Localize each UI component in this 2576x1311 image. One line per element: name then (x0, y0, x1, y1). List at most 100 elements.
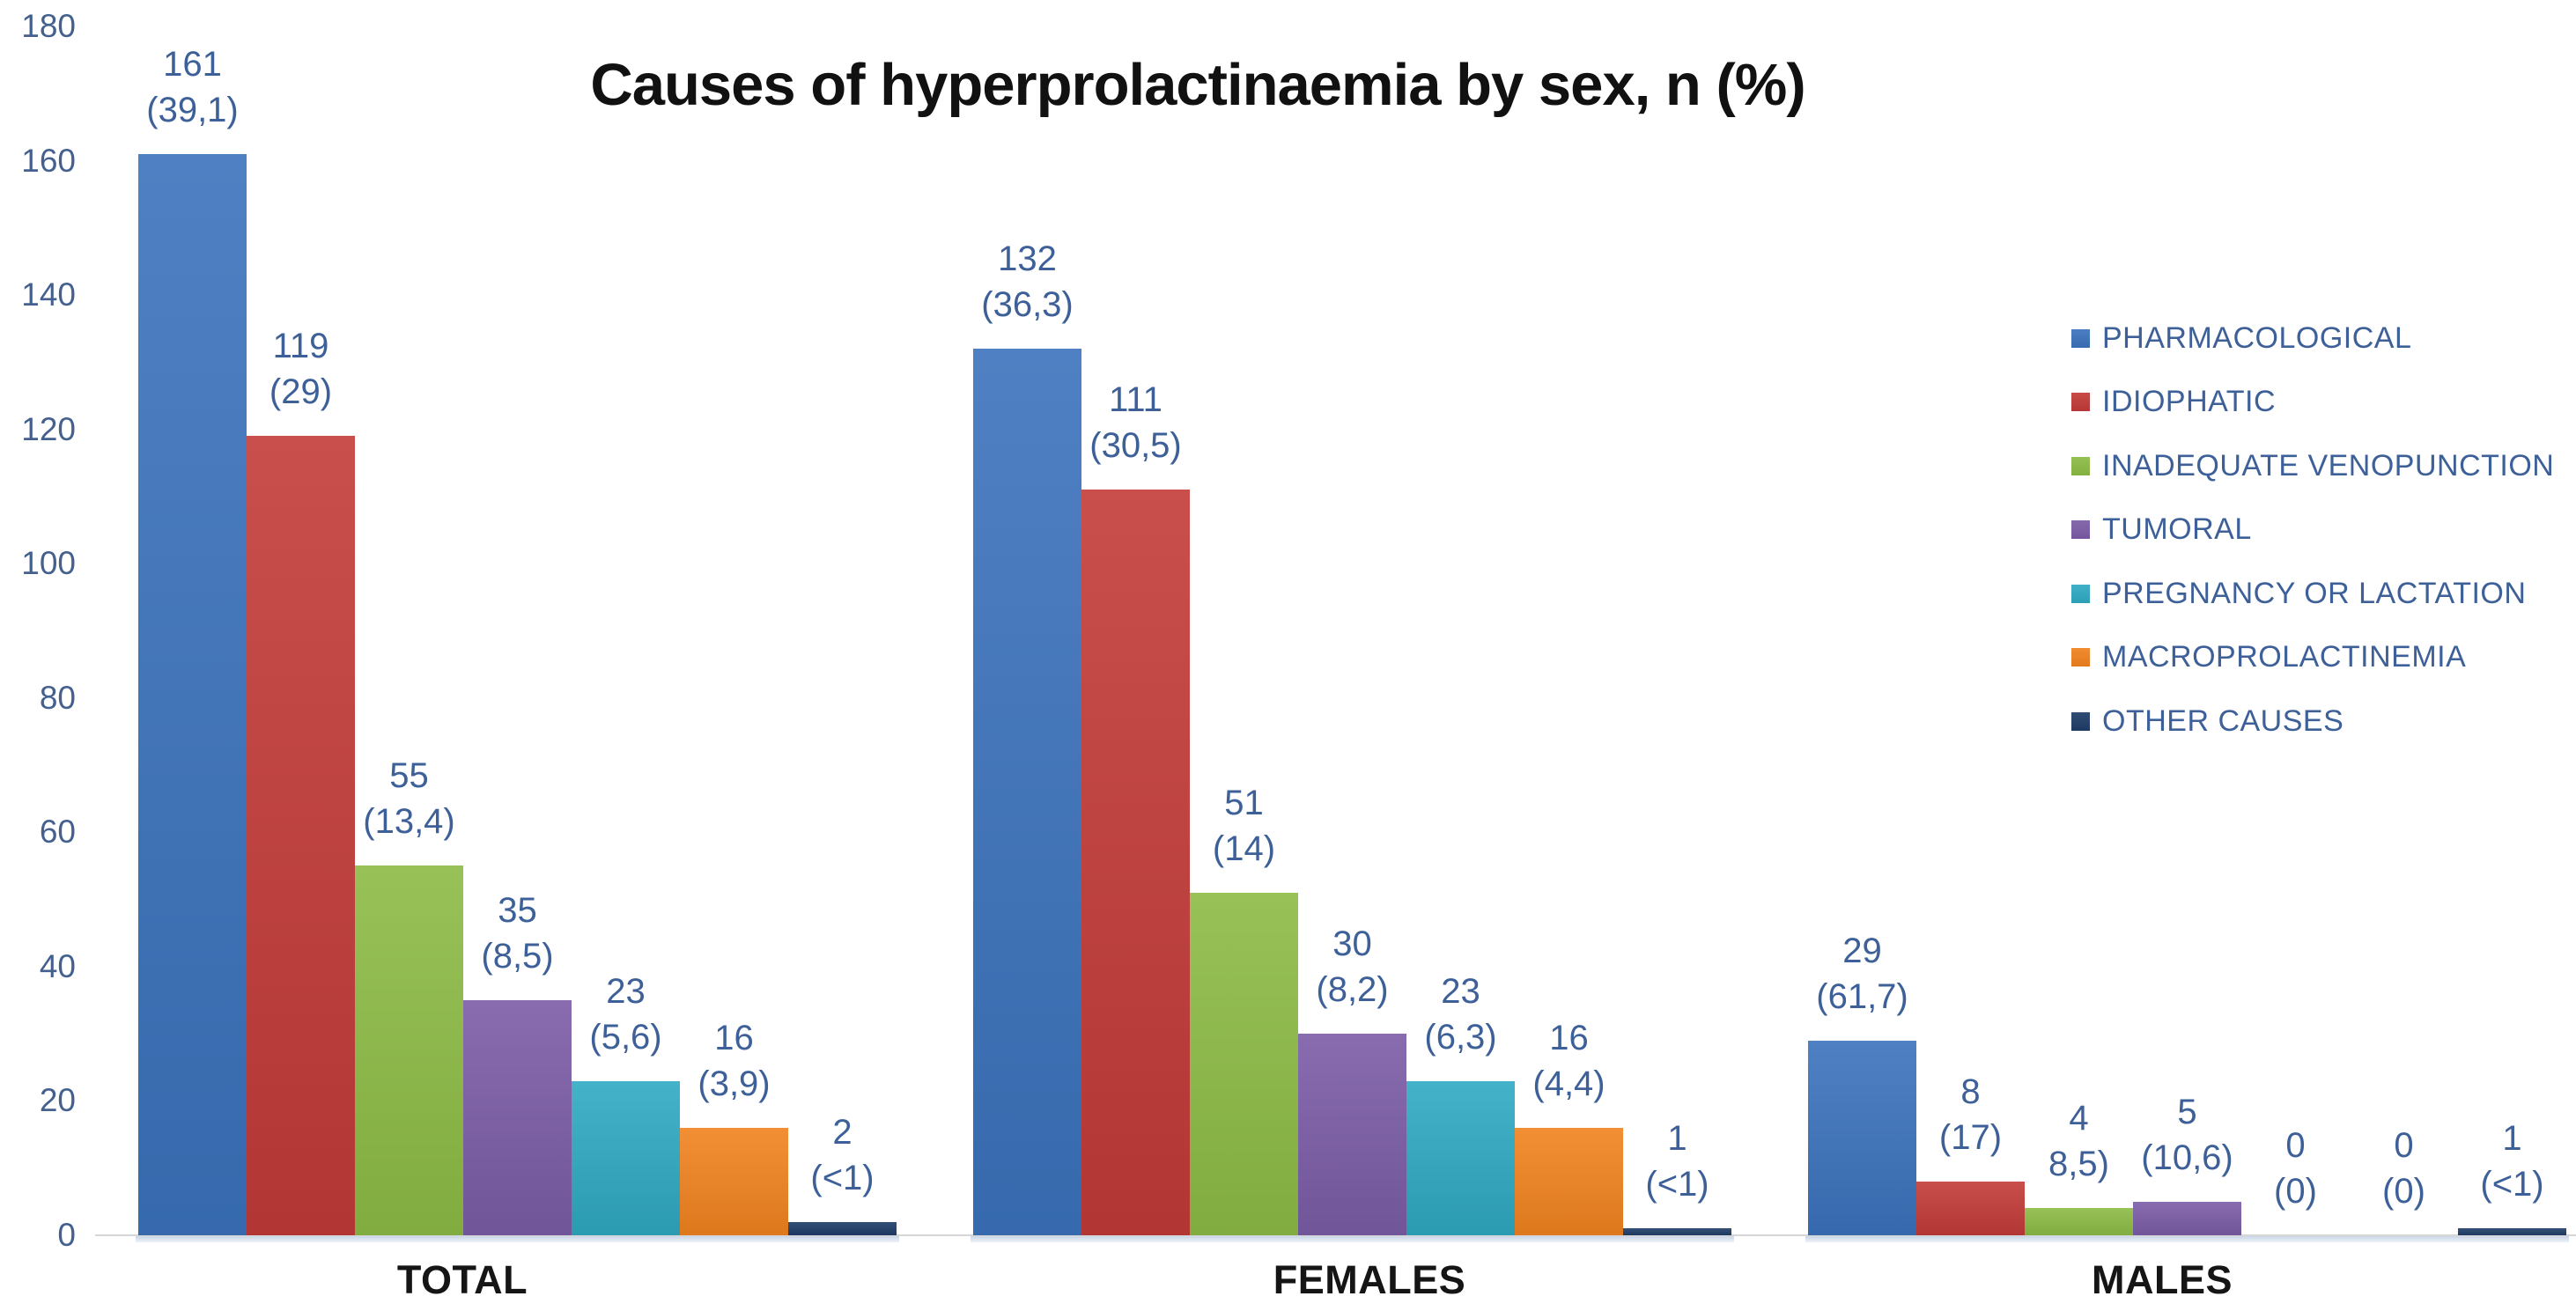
bar-label-percent: (4,4) (1532, 1064, 1605, 1103)
bar-pregnancy-or-lactation-females (1406, 1081, 1515, 1235)
legend-item-tumoral: TUMORAL (2071, 512, 2252, 546)
y-axis-tick-120: 120 (21, 410, 76, 447)
bar-pharmacological-total (138, 154, 247, 1235)
y-axis-tick-80: 80 (39, 679, 76, 716)
legend-swatch-icon (2071, 393, 2090, 411)
bar-label-idiophatic-males: 8 (17) (1874, 1069, 2068, 1160)
bar-label-idiophatic-females: 111 (30,5) (1039, 377, 1233, 468)
bar-label-percent: (17) (1938, 1118, 2003, 1157)
bar-idiophatic-total (247, 436, 355, 1235)
bar-label-pharmacological-females: 132 (36,3) (931, 236, 1125, 328)
bar-label-count: 16 (714, 1019, 754, 1057)
bar-label-count: 119 (272, 327, 329, 365)
group-baseline-shadow-total (136, 1236, 899, 1242)
bar-label-percent: 8,5) (2048, 1145, 2109, 1183)
category-label-males: MALES (2092, 1257, 2233, 1302)
bar-inadequate-venopunction-males (2025, 1208, 2133, 1235)
bar-label-count: 111 (1109, 380, 1163, 419)
bar-other-causes-males (2458, 1228, 2566, 1235)
group-baseline-shadow-females (971, 1236, 1734, 1242)
bar-other-causes-females (1623, 1228, 1731, 1235)
bar-pregnancy-or-lactation-total (572, 1081, 680, 1235)
bar-tumoral-total (463, 1000, 572, 1235)
y-axis-tick-0: 0 (57, 1217, 76, 1253)
bar-label-other-causes-total: 2 (<1) (746, 1109, 940, 1201)
bar-label-percent: (<1) (1645, 1165, 1709, 1204)
y-axis-tick-20: 20 (39, 1082, 76, 1119)
bar-label-pregnancy-or-lactation-total: 23 (5,6) (529, 969, 723, 1060)
bar-label-count: 132 (998, 239, 1057, 278)
bar-label-percent: (0) (2274, 1172, 2317, 1211)
legend-label: INADEQUATE VENOPUNCTION (2102, 448, 2555, 482)
bar-label-percent: (30,5) (1089, 426, 1182, 465)
bar-label-other-causes-females: 1 (<1) (1581, 1116, 1775, 1207)
bar-label-percent: (5,6) (589, 1018, 662, 1057)
legend-label: TUMORAL (2102, 512, 2252, 546)
legend-item-pharmacological: PHARMACOLOGICAL (2071, 320, 2412, 355)
legend-swatch-icon (2071, 584, 2090, 603)
bar-label-count: 1 (1667, 1119, 1687, 1158)
bar-label-macroprolactinemia-females: 16 (4,4) (1473, 1015, 1666, 1107)
bar-label-percent: (61,7) (1816, 977, 1908, 1016)
bar-macroprolactinemia-total (680, 1128, 788, 1235)
bar-label-count: 4 (2069, 1099, 2089, 1138)
bar-idiophatic-males (1916, 1182, 2025, 1235)
bar-label-count: 161 (163, 45, 222, 84)
bar-label-count: 5 (2177, 1093, 2197, 1131)
group-baseline-shadow-males (1805, 1236, 2569, 1242)
category-label-females: FEMALES (1273, 1257, 1466, 1302)
legend-label: OTHER CAUSES (2102, 703, 2344, 738)
y-axis-tick-180: 180 (21, 8, 76, 44)
x-axis-baseline (95, 1234, 2576, 1236)
bar-label-percent: (13,4) (363, 802, 455, 841)
bar-label-count: 16 (1549, 1019, 1589, 1057)
bar-label-inadequate-venopunction-total: 55 (13,4) (313, 753, 506, 844)
bar-label-count: 23 (606, 972, 646, 1011)
bar-label-percent: (29) (269, 372, 333, 411)
legend-swatch-icon (2071, 648, 2090, 667)
legend-label: PHARMACOLOGICAL (2102, 320, 2412, 355)
bar-label-macroprolactinemia-total: 16 (3,9) (638, 1015, 831, 1107)
bar-inadequate-venopunction-total (355, 865, 463, 1235)
legend-swatch-icon (2071, 328, 2090, 348)
y-axis-tick-60: 60 (39, 814, 76, 851)
legend-item-inadequate-venopunction: INADEQUATE VENOPUNCTION (2071, 448, 2555, 482)
bar-pharmacological-males (1808, 1041, 1916, 1235)
bar-label-percent: (<1) (2480, 1165, 2544, 1204)
bar-label-percent: (36,3) (981, 285, 1074, 324)
bar-label-pregnancy-or-lactation-males: 0 (0) (2199, 1123, 2393, 1214)
y-axis-tick-140: 140 (21, 276, 76, 313)
bar-label-percent: (0) (2382, 1172, 2425, 1211)
bar-inadequate-venopunction-females (1190, 893, 1298, 1235)
bar-label-count: 35 (498, 891, 537, 930)
bar-label-idiophatic-total: 119 (29) (204, 323, 398, 415)
bar-macroprolactinemia-females (1515, 1128, 1623, 1235)
bar-idiophatic-females (1081, 490, 1190, 1235)
legend-label: PREGNANCY OR LACTATION (2102, 576, 2527, 610)
bar-label-pharmacological-males: 29 (61,7) (1766, 928, 1960, 1020)
bar-label-count: 0 (2394, 1126, 2414, 1165)
bar-label-inadequate-venopunction-females: 51 (14) (1148, 780, 1341, 872)
bar-label-pregnancy-or-lactation-females: 23 (6,3) (1364, 969, 1558, 1060)
bar-label-percent: (10,6) (2141, 1138, 2233, 1177)
bar-label-tumoral-total: 35 (8,5) (421, 888, 615, 979)
bar-label-count: 30 (1332, 924, 1372, 963)
bar-label-count: 29 (1842, 932, 1882, 970)
y-axis-tick-40: 40 (39, 947, 76, 984)
bar-label-tumoral-females: 30 (8,2) (1256, 921, 1450, 1013)
y-axis-tick-160: 160 (21, 142, 76, 179)
legend-label: IDIOPHATIC (2102, 385, 2277, 418)
legend-swatch-icon (2071, 520, 2090, 539)
legend-item-idiophatic: IDIOPHATIC (2071, 385, 2277, 418)
bar-label-macroprolactinemia-males: 0 (0) (2307, 1123, 2501, 1214)
bar-label-inadequate-venopunction-males: 4 8,5) (1982, 1095, 2176, 1187)
legend-swatch-icon (2071, 711, 2090, 731)
legend-item-pregnancy-or-lactation: PREGNANCY OR LACTATION (2071, 576, 2527, 610)
bar-label-percent: (39,1) (146, 91, 239, 129)
bar-label-count: 0 (2285, 1126, 2306, 1165)
category-label-total: TOTAL (396, 1257, 528, 1302)
y-axis-tick-100: 100 (21, 545, 76, 582)
legend-item-macroprolactinemia: MACROPROLACTINEMIA (2071, 640, 2466, 674)
bar-label-count: 55 (389, 756, 429, 795)
bar-label-tumoral-males: 5 (10,6) (2091, 1089, 2284, 1181)
